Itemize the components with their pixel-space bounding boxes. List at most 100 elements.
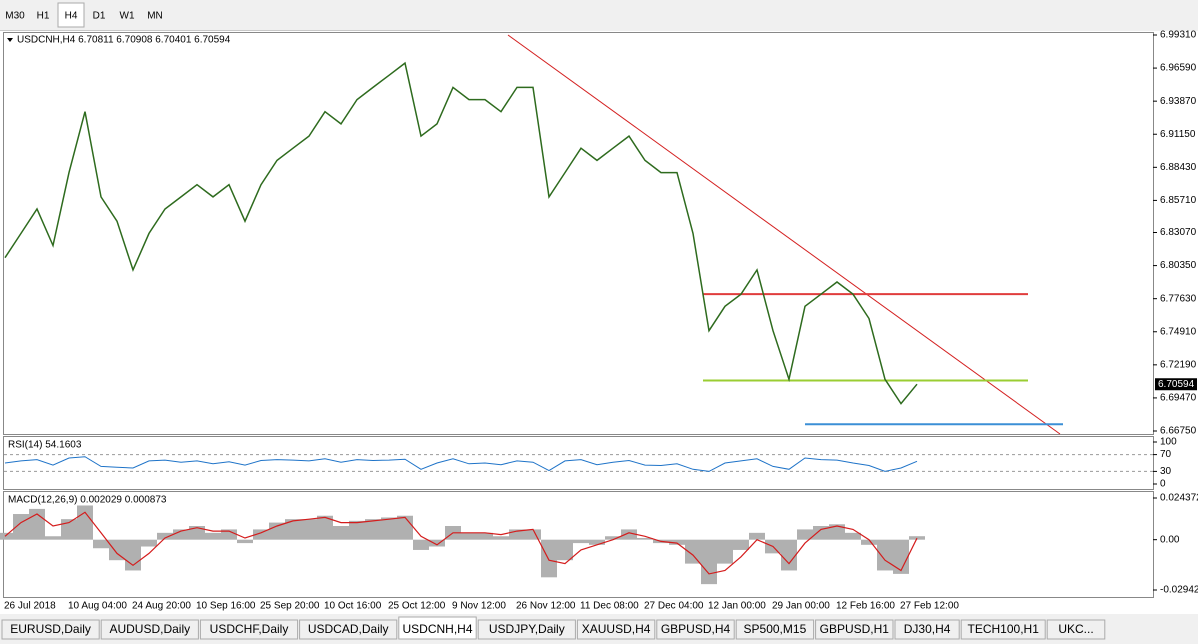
macd-bar (701, 539, 717, 585)
y-tick-label: 0.00 (1160, 534, 1180, 545)
y-tick-label: 6.85710 (1160, 195, 1197, 206)
tab[interactable] (477, 619, 576, 640)
macd-bar (189, 525, 205, 540)
macd-title: MACD(12,26,9) 0.002029 0.000873 (8, 495, 167, 506)
tab-label[interactable]: GBPUSD,H4 (661, 622, 731, 636)
x-tick-label: 26 Jul 2018 (4, 601, 56, 612)
macd-bar (877, 539, 893, 571)
x-tick-label: 12 Feb 16:00 (836, 601, 895, 612)
tab[interactable] (576, 619, 656, 640)
timeframe-button[interactable]: M30 (5, 11, 25, 22)
tab[interactable] (894, 619, 960, 640)
tab-label[interactable]: UKC... (1058, 622, 1093, 636)
tab-label[interactable]: USDCNH,H4 (402, 622, 472, 636)
macd-bar (845, 532, 861, 540)
macd-bar (317, 515, 333, 540)
chart-title: USDCNH,H4 6.70811 6.70908 6.70401 6.7059… (17, 35, 231, 46)
y-tick-label: 70 (1160, 449, 1172, 460)
tab-label[interactable]: USDJPY,Daily (489, 622, 565, 636)
macd-bar (349, 520, 365, 540)
y-tick-label: 6.88430 (1160, 162, 1197, 173)
x-tick-label: 11 Dec 08:00 (580, 601, 639, 612)
tab-label[interactable]: TECH100,H1 (968, 622, 1040, 636)
macd-signal-line (4, 511, 918, 575)
timeframe-button[interactable]: D1 (93, 11, 106, 22)
tab-label[interactable]: USDCHF,Daily (210, 622, 289, 636)
x-tick-label: 29 Jan 00:00 (772, 601, 830, 612)
tab-label[interactable]: USDCAD,Daily (308, 622, 389, 636)
macd-bar (109, 539, 125, 561)
tab[interactable] (299, 619, 398, 640)
tab[interactable] (656, 619, 735, 640)
macd-panel (3, 491, 1154, 598)
timeframe-button[interactable]: H1 (37, 11, 50, 22)
macd-bar (301, 519, 317, 540)
macd-bar (205, 532, 221, 540)
macd-bar (493, 536, 509, 540)
timeframe-button[interactable]: H4 (65, 11, 78, 22)
macd-bar (541, 539, 557, 578)
trendline (507, 34, 1061, 435)
macd-bar (637, 537, 653, 540)
macd-bar (733, 539, 749, 550)
macd-bar (477, 532, 493, 540)
y-tick-label: 6.80350 (1160, 260, 1197, 271)
timeframe-button[interactable]: W1 (120, 11, 135, 22)
macd-bar (861, 539, 877, 545)
x-tick-label: 10 Sep 16:00 (196, 601, 256, 612)
macd-bar (157, 532, 173, 540)
rsi-line (4, 456, 918, 472)
macd-bar (397, 515, 413, 540)
macd-bar (365, 519, 381, 540)
rsi-title: RSI(14) 54.1603 (8, 440, 82, 451)
current-price-box (1155, 378, 1197, 391)
macd-bar (429, 539, 445, 547)
macd-bar (173, 529, 189, 540)
current-price-label: 6.70594 (1158, 379, 1195, 390)
tab-label[interactable]: AUDUSD,Daily (109, 622, 190, 636)
tab[interactable] (735, 619, 815, 640)
tab-label[interactable]: SP500,M15 (744, 622, 807, 636)
collapse-arrow[interactable] (7, 38, 13, 42)
macd-bar (749, 532, 765, 540)
tab-label[interactable]: XAUUSD,H4 (582, 622, 651, 636)
macd-bar (461, 532, 477, 540)
tab-label[interactable]: EURUSD,Daily (10, 622, 91, 636)
tab-label[interactable]: GBPUSD,H1 (820, 622, 890, 636)
y-tick-label: 6.66750 (1160, 426, 1197, 437)
tab[interactable] (815, 619, 894, 640)
timeframe-button[interactable]: MN (147, 11, 163, 22)
macd-bar (413, 539, 429, 550)
macd-bar (253, 529, 269, 540)
macd-bar (237, 539, 253, 544)
tab-active[interactable] (398, 616, 477, 640)
macd-bar (285, 519, 301, 540)
tab-label[interactable]: DJ30,H4 (904, 622, 951, 636)
tab[interactable] (1, 619, 100, 640)
tab[interactable] (199, 619, 299, 640)
macd-bar (221, 529, 237, 540)
y-tick-label: 100 (1160, 437, 1177, 448)
price-line (4, 61, 918, 405)
macd-bar (269, 522, 285, 540)
macd-bar (909, 536, 925, 540)
x-tick-label: 25 Oct 12:00 (388, 601, 446, 612)
macd-bar (77, 505, 93, 540)
macd-bar (829, 524, 845, 540)
macd-bar (685, 539, 701, 564)
tab[interactable] (1046, 619, 1106, 640)
y-tick-label: 6.99310 (1160, 30, 1197, 41)
timeframe-button-active[interactable] (57, 2, 85, 28)
macd-bar (0, 532, 13, 540)
macd-bar (893, 539, 909, 574)
x-tick-label: 12 Jan 00:00 (708, 601, 766, 612)
y-tick-label: 6.96590 (1160, 63, 1197, 74)
tab[interactable] (100, 619, 199, 640)
macd-bar (669, 539, 685, 545)
main-panel (3, 32, 1154, 435)
x-tick-label: 9 Nov 12:00 (452, 601, 506, 612)
y-tick-label: 6.91150 (1160, 129, 1196, 140)
x-tick-label: 10 Oct 16:00 (324, 601, 382, 612)
tab[interactable] (960, 619, 1046, 640)
